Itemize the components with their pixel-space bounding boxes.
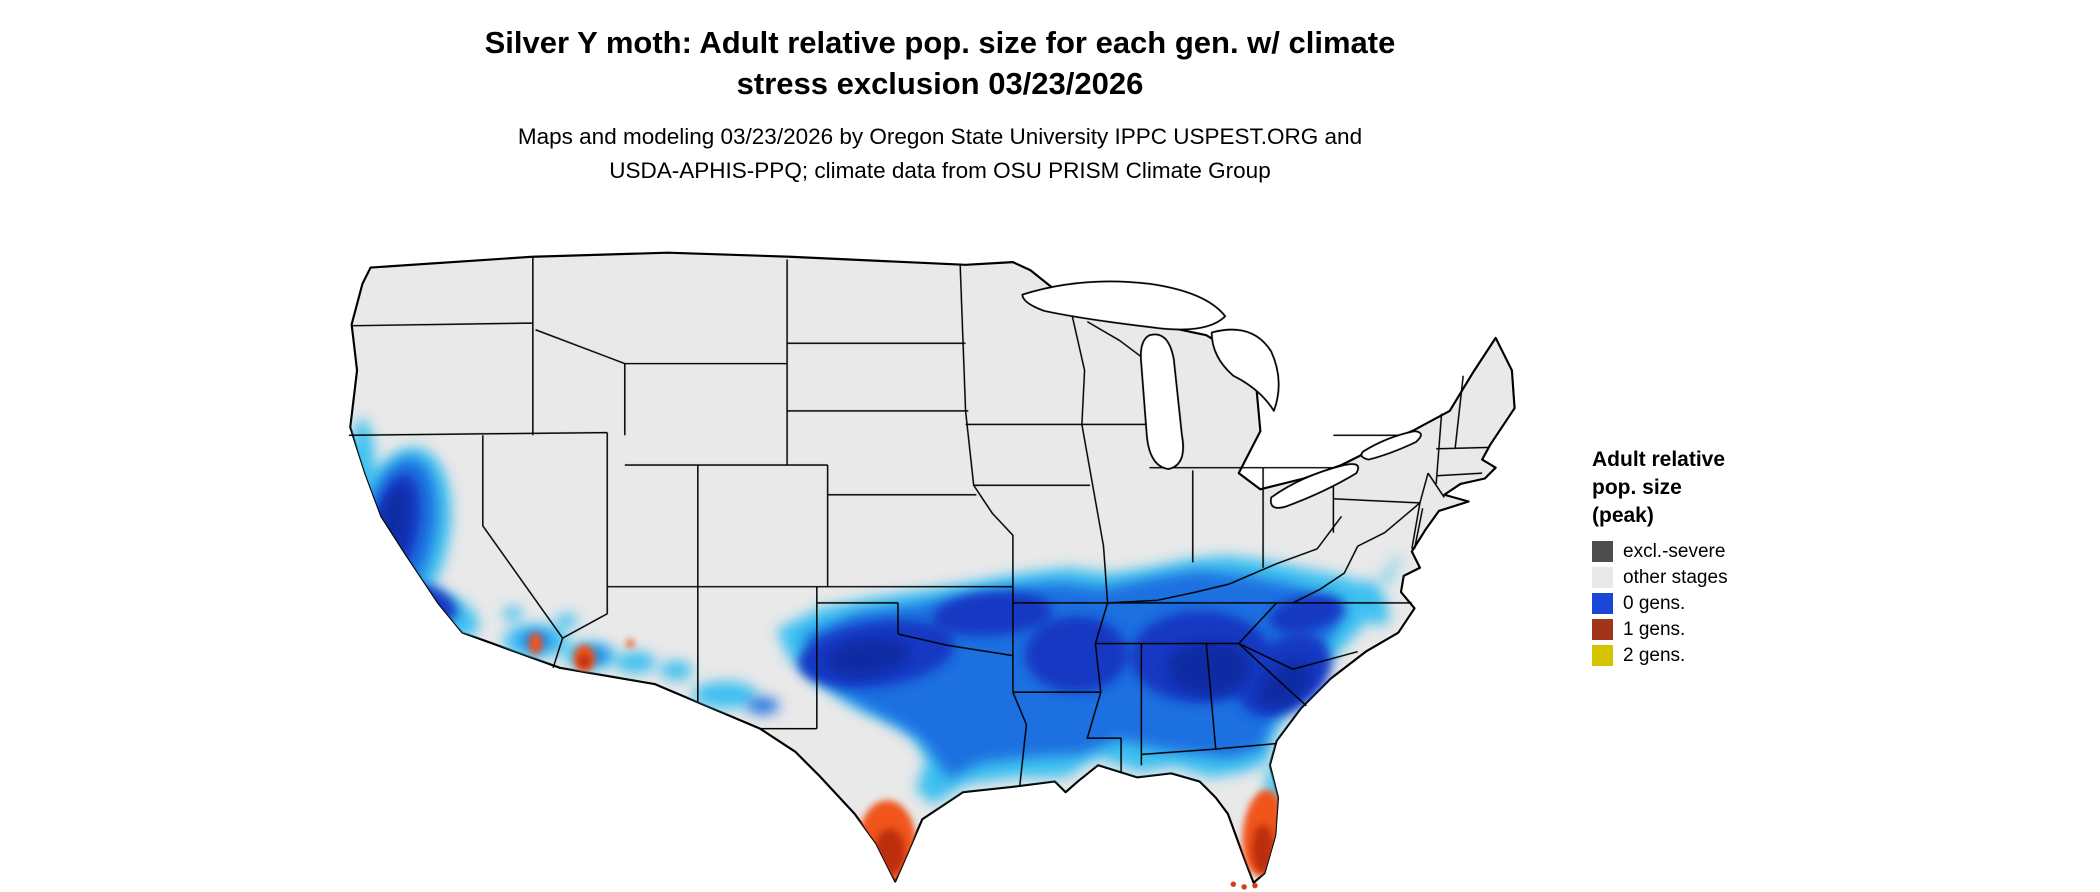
us-map-figure bbox=[330, 208, 1520, 891]
legend-label-1-gens: 1 gens. bbox=[1623, 619, 1686, 640]
lake-superior bbox=[1021, 280, 1227, 331]
lake-ontario bbox=[1360, 430, 1422, 461]
map-subtitle-line1: Maps and modeling 03/23/2026 by Oregon S… bbox=[517, 124, 1363, 149]
legend-title-line3: (peak) bbox=[1592, 504, 1654, 527]
lake-erie bbox=[1269, 463, 1360, 509]
map-title-line2: stress exclusion 03/23/2026 bbox=[736, 66, 1144, 101]
map-subtitle: Maps and modeling 03/23/2026 by Oregon S… bbox=[0, 120, 1880, 188]
legend-label-2-gens: 2 gens. bbox=[1623, 645, 1686, 666]
legend-swatch-excl-severe bbox=[1592, 541, 1613, 562]
legend-item-excl-severe: excl.-severe bbox=[1592, 541, 1852, 562]
map-title-line1: Silver Y moth: Adult relative pop. size … bbox=[484, 25, 1396, 60]
legend-title-line1: Adult relative bbox=[1592, 448, 1726, 471]
legend-swatch-other-stages bbox=[1592, 567, 1613, 588]
state-borders-east bbox=[1081, 375, 1489, 766]
legend-swatch-2-gens bbox=[1592, 645, 1613, 666]
legend-swatch-1-gens bbox=[1592, 619, 1613, 640]
legend-label-other-stages: other stages bbox=[1623, 567, 1728, 588]
header: Silver Y moth: Adult relative pop. size … bbox=[0, 22, 1880, 188]
legend-title: Adult relative pop. size (peak) bbox=[1592, 446, 1852, 530]
state-borders-west bbox=[348, 256, 1412, 787]
lake-michigan bbox=[1139, 333, 1184, 470]
legend-label-0-gens: 0 gens. bbox=[1623, 593, 1686, 614]
legend: Adult relative pop. size (peak) excl.-se… bbox=[1592, 446, 1852, 671]
map-subtitle-line2: USDA-APHIS-PPQ; climate data from OSU PR… bbox=[609, 158, 1271, 183]
lake-huron bbox=[1210, 328, 1280, 412]
florida-keys-dots bbox=[1230, 881, 1258, 890]
legend-title-line2: pop. size bbox=[1592, 476, 1682, 499]
map-title: Silver Y moth: Adult relative pop. size … bbox=[0, 22, 1880, 104]
legend-item-2-gens: 2 gens. bbox=[1592, 645, 1852, 666]
legend-swatch-0-gens bbox=[1592, 593, 1613, 614]
legend-item-0-gens: 0 gens. bbox=[1592, 593, 1852, 614]
legend-item-1-gens: 1 gens. bbox=[1592, 619, 1852, 640]
legend-label-excl-severe: excl.-severe bbox=[1623, 541, 1726, 562]
legend-item-other-stages: other stages bbox=[1592, 567, 1852, 588]
us-map bbox=[348, 251, 1516, 890]
great-lakes bbox=[1021, 280, 1422, 509]
